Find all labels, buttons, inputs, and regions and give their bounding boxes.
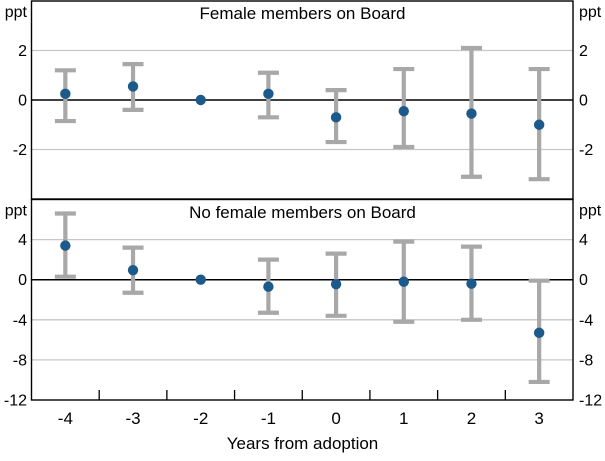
y-tick-label-right: -4 bbox=[579, 312, 593, 329]
y-tick-label-right: 0 bbox=[579, 272, 588, 289]
x-tick-label: 3 bbox=[534, 409, 543, 428]
y-tick-label-left: 4 bbox=[18, 232, 27, 249]
y-tick-label-left: -12 bbox=[4, 393, 27, 410]
panel-border bbox=[30, 198, 574, 401]
data-point bbox=[533, 119, 545, 130]
x-tick-label: -3 bbox=[125, 409, 140, 428]
data-point bbox=[330, 279, 342, 290]
data-point bbox=[330, 112, 342, 123]
y-tick-label-left: -8 bbox=[13, 352, 27, 369]
y-tick-label-left: 0 bbox=[18, 93, 27, 110]
data-point bbox=[195, 274, 206, 285]
data-point bbox=[195, 94, 206, 106]
y-tick-label-right: -2 bbox=[579, 142, 593, 159]
data-point bbox=[60, 88, 71, 100]
data-point bbox=[533, 327, 545, 339]
unit-label-right: ppt bbox=[579, 203, 602, 220]
data-point bbox=[398, 276, 409, 287]
y-tick-label-left: 0 bbox=[18, 272, 27, 289]
y-tick-label-left: -4 bbox=[13, 312, 27, 329]
x-tick-label: 1 bbox=[399, 409, 408, 428]
unit-label-left: ppt bbox=[5, 4, 28, 21]
data-point bbox=[60, 240, 71, 251]
x-tick-label: 0 bbox=[331, 409, 340, 428]
x-tick-label: 2 bbox=[467, 409, 476, 428]
x-tick-label: -1 bbox=[261, 409, 276, 428]
x-axis-title: Years from adoption bbox=[226, 434, 379, 453]
y-tick-label-right: 2 bbox=[579, 43, 588, 60]
y-tick-label-left: 2 bbox=[18, 43, 27, 60]
y-tick-label-right: -8 bbox=[579, 352, 593, 369]
x-tick-label: -4 bbox=[58, 409, 73, 428]
unit-label-right: ppt bbox=[579, 4, 602, 21]
data-point bbox=[263, 281, 274, 292]
data-point bbox=[127, 81, 139, 92]
data-point bbox=[466, 108, 477, 119]
data-point bbox=[127, 264, 139, 276]
y-tick-label-right: 4 bbox=[579, 232, 588, 249]
unit-label-left: ppt bbox=[5, 203, 28, 220]
y-tick-label-right: -12 bbox=[579, 393, 602, 410]
data-point bbox=[466, 278, 477, 289]
data-point bbox=[263, 88, 274, 100]
data-point bbox=[398, 105, 409, 117]
y-tick-label-right: 0 bbox=[579, 93, 588, 110]
y-tick-label-left: -2 bbox=[13, 142, 27, 159]
x-tick-label: -2 bbox=[193, 409, 208, 428]
